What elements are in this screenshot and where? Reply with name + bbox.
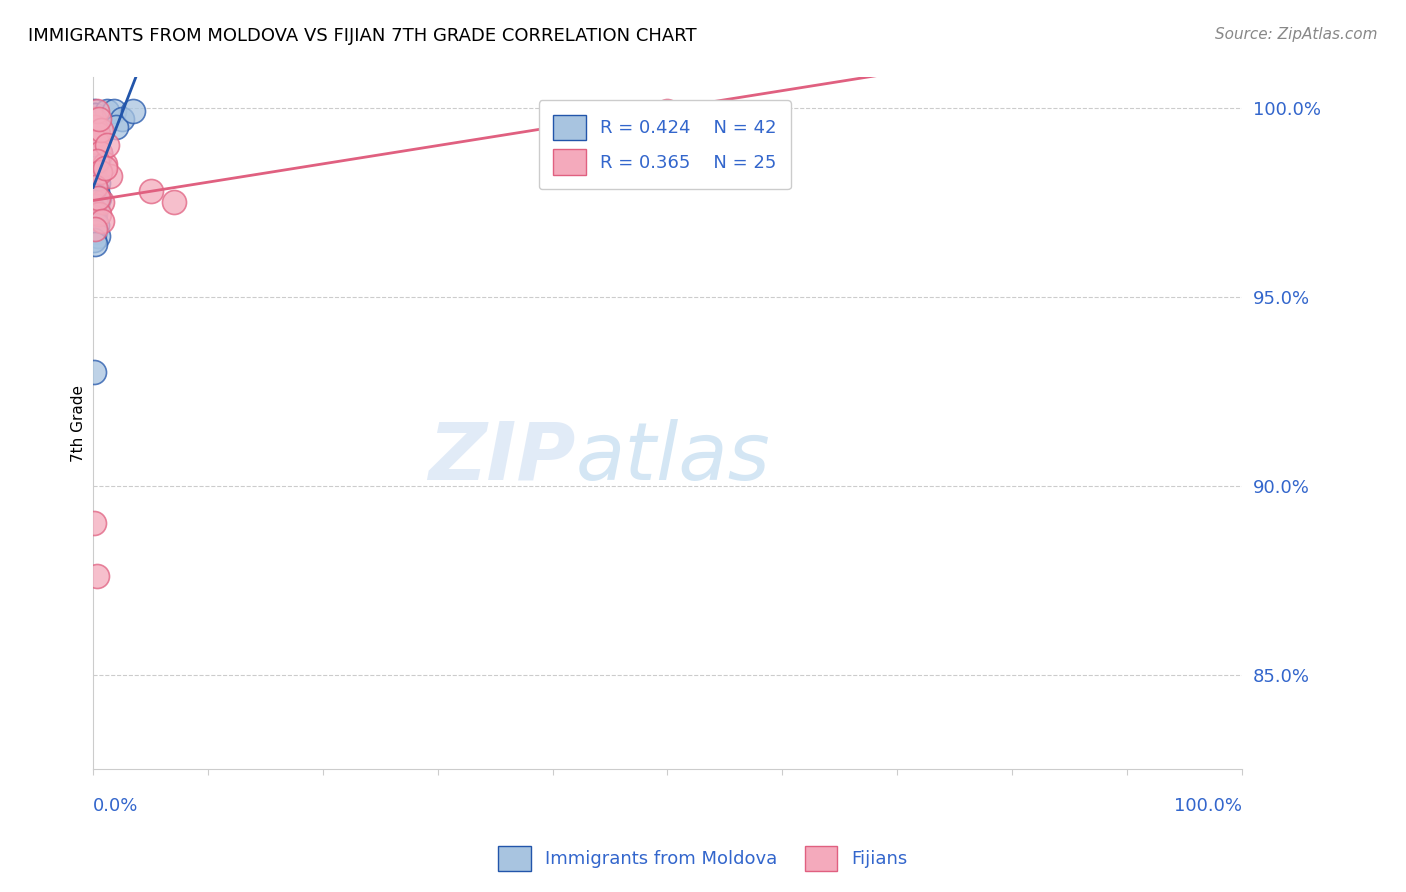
Legend: R = 0.424    N = 42, R = 0.365    N = 25: R = 0.424 N = 42, R = 0.365 N = 25	[538, 100, 792, 189]
Point	[87, 112, 110, 126]
Point	[87, 206, 110, 220]
Point	[89, 146, 111, 161]
Point	[86, 116, 108, 130]
Point	[83, 169, 105, 183]
Point	[84, 108, 107, 122]
Point	[83, 123, 105, 137]
Point	[105, 120, 128, 134]
Point	[86, 199, 108, 213]
Point	[96, 104, 118, 119]
Point	[86, 153, 108, 168]
Point	[96, 138, 118, 153]
Point	[111, 112, 134, 126]
Point	[93, 157, 115, 171]
Point	[83, 211, 105, 225]
Point	[87, 191, 110, 205]
Point	[89, 146, 111, 161]
Point	[84, 138, 107, 153]
Point	[84, 127, 107, 141]
Point	[93, 161, 115, 176]
Point	[86, 142, 108, 156]
Text: 0.0%: 0.0%	[93, 797, 139, 814]
Point	[87, 229, 110, 244]
Point	[84, 180, 107, 194]
Point	[83, 104, 105, 119]
Point	[84, 236, 107, 251]
Point	[86, 104, 108, 119]
Point	[84, 214, 107, 228]
Point	[139, 184, 162, 198]
Point	[86, 135, 108, 149]
Point	[91, 195, 114, 210]
Point	[87, 176, 110, 190]
Point	[83, 516, 105, 531]
Text: atlas: atlas	[575, 419, 770, 497]
Point	[86, 112, 108, 126]
Point	[83, 221, 105, 235]
Point	[100, 169, 122, 183]
Point	[83, 120, 105, 134]
Point	[84, 226, 107, 240]
Point	[86, 218, 108, 232]
Point	[83, 165, 105, 179]
Point	[83, 365, 105, 379]
Point	[83, 112, 105, 126]
Point	[86, 153, 108, 168]
Legend: Immigrants from Moldova, Fijians: Immigrants from Moldova, Fijians	[491, 838, 915, 879]
Text: IMMIGRANTS FROM MOLDOVA VS FIJIAN 7TH GRADE CORRELATION CHART: IMMIGRANTS FROM MOLDOVA VS FIJIAN 7TH GR…	[28, 27, 697, 45]
Point	[162, 195, 184, 210]
Point	[89, 165, 111, 179]
Point	[84, 195, 107, 210]
Point	[87, 127, 110, 141]
Point	[84, 157, 107, 171]
Point	[90, 123, 112, 137]
Point	[103, 104, 125, 119]
Y-axis label: 7th Grade: 7th Grade	[72, 384, 86, 462]
Point	[83, 202, 105, 217]
Point	[91, 214, 114, 228]
Point	[84, 221, 107, 235]
Point	[87, 191, 110, 205]
Point	[122, 104, 145, 119]
Point	[87, 150, 110, 164]
Point	[83, 187, 105, 202]
Point	[84, 180, 107, 194]
Point	[86, 184, 108, 198]
Point	[86, 569, 108, 583]
Text: Source: ZipAtlas.com: Source: ZipAtlas.com	[1215, 27, 1378, 42]
Point	[84, 161, 107, 176]
Point	[83, 233, 105, 247]
Point	[87, 135, 110, 149]
Point	[657, 104, 679, 119]
Point	[84, 108, 107, 122]
Point	[84, 206, 107, 220]
Point	[84, 120, 107, 134]
Point	[87, 131, 110, 145]
Text: ZIP: ZIP	[429, 419, 575, 497]
Text: 100.0%: 100.0%	[1174, 797, 1241, 814]
